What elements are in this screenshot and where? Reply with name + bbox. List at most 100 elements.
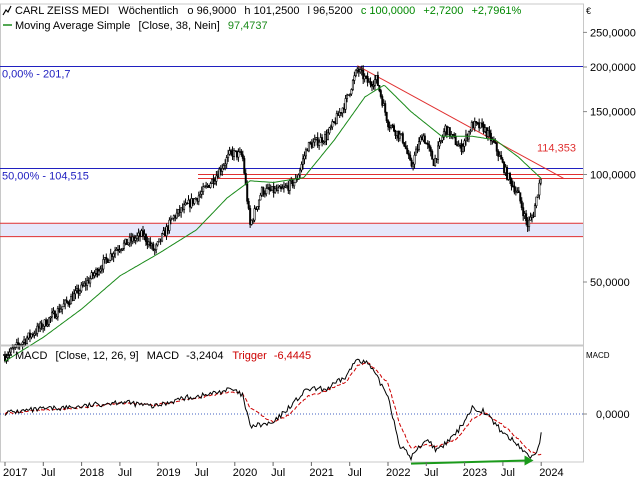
candle bbox=[144, 233, 147, 246]
candle bbox=[431, 149, 434, 160]
candle bbox=[488, 126, 491, 138]
candle bbox=[398, 130, 401, 142]
candle bbox=[193, 198, 196, 206]
candle bbox=[387, 119, 390, 131]
candle bbox=[112, 251, 115, 263]
instrument-name: CARL ZEISS MEDI bbox=[15, 5, 109, 17]
sma-legend-label: Moving Average Simple bbox=[15, 20, 130, 32]
candle bbox=[338, 107, 341, 118]
time-tick-label: 2023 bbox=[463, 467, 487, 479]
candle bbox=[401, 131, 404, 145]
candle bbox=[281, 184, 284, 190]
candle bbox=[404, 140, 407, 150]
candle bbox=[351, 79, 354, 91]
candle bbox=[529, 212, 532, 221]
candle bbox=[169, 215, 172, 225]
candle bbox=[341, 107, 344, 118]
candle bbox=[45, 317, 48, 327]
candle bbox=[46, 319, 49, 328]
candle bbox=[55, 313, 58, 320]
candle bbox=[93, 270, 96, 279]
candle bbox=[11, 344, 14, 350]
candle bbox=[462, 143, 465, 154]
candle bbox=[89, 275, 92, 288]
time-tick-label: 2021 bbox=[309, 467, 333, 479]
candle bbox=[30, 333, 33, 340]
candle bbox=[533, 203, 536, 217]
candle bbox=[65, 296, 68, 304]
candle bbox=[102, 254, 105, 273]
candle bbox=[328, 126, 331, 135]
candle bbox=[122, 240, 125, 251]
price-axis: 50,0000 100,0000 150,0000 200,0000 250,0000 bbox=[583, 27, 636, 289]
candle bbox=[250, 219, 253, 226]
candle bbox=[385, 111, 388, 123]
candle bbox=[454, 133, 457, 146]
candle bbox=[331, 119, 334, 130]
time-tick-label: Jul bbox=[118, 467, 132, 479]
candle bbox=[108, 259, 111, 263]
candle bbox=[407, 149, 410, 160]
candle bbox=[165, 223, 168, 240]
macd-legend-macd-value: -3,2404 bbox=[186, 350, 223, 362]
candle bbox=[350, 88, 353, 96]
time-axis: 2017 Jul 2018 Jul 2019 Jul 2020 Jul 2021 Jul 2022 J… bbox=[3, 462, 564, 479]
price-tick-label: 250,0000 bbox=[590, 27, 636, 39]
candle bbox=[439, 139, 442, 144]
time-tick-label: 2020 bbox=[233, 467, 257, 479]
time-tick-label: 2019 bbox=[156, 467, 180, 479]
candle bbox=[495, 142, 498, 156]
candle bbox=[67, 300, 70, 307]
candle bbox=[279, 183, 282, 192]
candle bbox=[326, 129, 329, 141]
candle bbox=[393, 123, 396, 133]
candle bbox=[161, 232, 164, 243]
candle bbox=[437, 141, 440, 164]
candle bbox=[381, 94, 384, 108]
candle bbox=[121, 247, 124, 252]
candle bbox=[434, 154, 437, 167]
candle bbox=[366, 72, 369, 87]
candle bbox=[253, 205, 256, 223]
candle bbox=[372, 80, 375, 90]
candle bbox=[180, 207, 183, 218]
candle bbox=[519, 192, 522, 204]
low-value: l 96,5200 bbox=[308, 5, 353, 17]
candle bbox=[59, 304, 62, 313]
trendline-label: 114,353 bbox=[537, 143, 576, 155]
candle bbox=[354, 69, 357, 78]
candle bbox=[513, 181, 516, 195]
time-tick-label: 2022 bbox=[386, 467, 410, 479]
price-tick-label: 150,0000 bbox=[590, 107, 636, 119]
open-value: o 96,9000 bbox=[187, 5, 236, 17]
macd-legend-macd-label: MACD bbox=[147, 350, 179, 362]
candle bbox=[265, 184, 268, 197]
candle bbox=[307, 141, 310, 153]
sma-line bbox=[4, 84, 542, 362]
candle bbox=[403, 142, 406, 147]
candle bbox=[469, 128, 472, 135]
candle bbox=[528, 216, 531, 232]
candle bbox=[218, 166, 221, 178]
divergence-line bbox=[410, 459, 528, 465]
candle bbox=[293, 182, 296, 189]
resistance-trendline bbox=[357, 65, 565, 180]
candle bbox=[363, 73, 366, 83]
candle bbox=[538, 179, 541, 200]
candle bbox=[26, 335, 29, 345]
candle bbox=[313, 134, 316, 147]
price-panel: 0,00% - 201,7 50,00% - 104,515 114,353 50… bbox=[0, 3, 636, 364]
candle bbox=[74, 286, 77, 300]
macd-tick-label: 0,0000 bbox=[596, 409, 630, 421]
candle bbox=[373, 74, 376, 91]
macd-panel-frame bbox=[0, 345, 584, 463]
candle bbox=[259, 192, 262, 201]
candle bbox=[409, 151, 412, 161]
candle bbox=[249, 205, 252, 228]
close-value: c 100,0000 bbox=[361, 5, 415, 17]
candle bbox=[247, 198, 250, 211]
candle bbox=[209, 181, 212, 189]
candle bbox=[508, 171, 511, 185]
candle bbox=[222, 163, 225, 171]
time-tick-label: Jul bbox=[41, 467, 55, 479]
